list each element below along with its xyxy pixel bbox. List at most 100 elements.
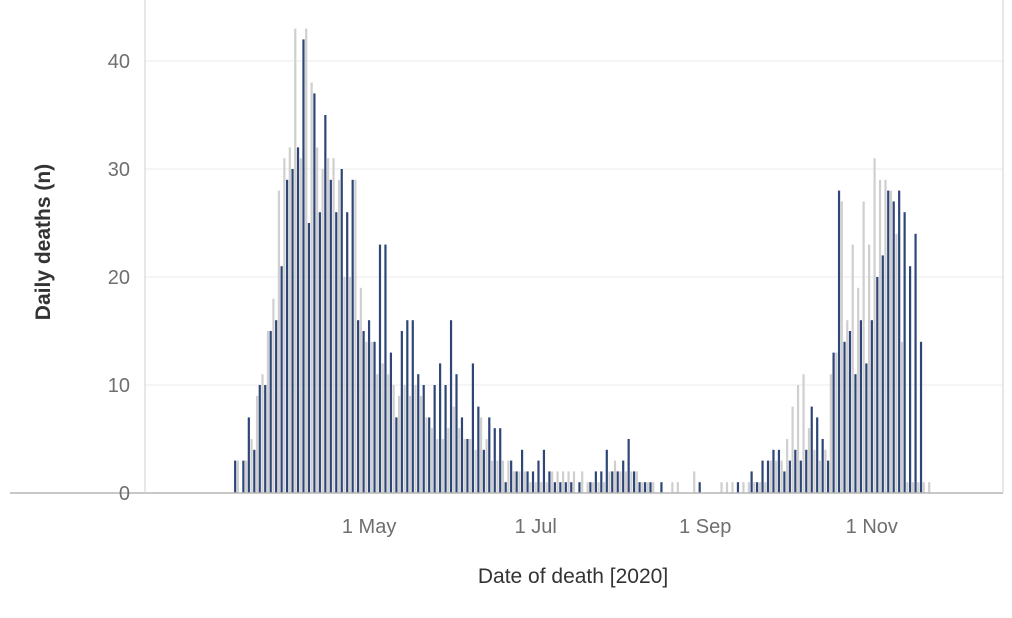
bar-dark-2020-10-06 [799, 460, 802, 493]
bar-light-2020-11-18 [917, 482, 920, 493]
bar-dark-2020-09-28 [777, 449, 781, 493]
bar-light-2020-05-30 [447, 428, 450, 493]
bar-dark-2020-11-19 [919, 341, 923, 493]
bar-dark-2020-03-18 [247, 417, 250, 493]
bar-light-2020-09-29 [780, 460, 783, 493]
bar-dark-2020-03-16 [242, 460, 245, 493]
bar-dark-2020-07-27 [605, 449, 608, 493]
bar-light-2020-08-11 [646, 482, 649, 493]
bar-light-2020-09-07 [720, 482, 723, 493]
bar-light-2020-10-15 [824, 449, 827, 493]
bar-light-2020-05-24 [430, 428, 434, 493]
bar-dark-2020-03-13 [234, 460, 237, 493]
bar-dark-2020-09-13 [736, 482, 740, 493]
y-tick-label-30: 30 [108, 159, 130, 181]
bar-dark-2020-04-07 [302, 39, 305, 494]
bar-dark-2020-10-28 [859, 320, 863, 493]
bar-light-2020-09-19 [753, 482, 756, 493]
bar-light-2020-10-27 [857, 287, 860, 493]
bar-light-2020-11-10 [895, 233, 898, 494]
bar-light-2020-03-31 [283, 158, 286, 493]
bar-dark-2020-10-12 [816, 417, 819, 493]
bar-light-2020-06-25 [518, 471, 521, 493]
x-tick-label-1-sep: 1 Sep [679, 516, 731, 538]
x-tick-label-1-nov: 1 Nov [846, 516, 898, 538]
x-tick-label-1-may: 1 May [342, 516, 396, 538]
bar-dark-2020-03-26 [269, 331, 272, 493]
bar-dark-2020-05-05 [378, 244, 382, 493]
bar-dark-2020-09-30 [783, 471, 786, 493]
bar-light-2020-09-25 [769, 460, 772, 493]
bar-light-2020-04-28 [359, 287, 362, 493]
bar-dark-2020-06-06 [466, 439, 469, 493]
bar-dark-2020-11-07 [887, 190, 890, 493]
bar-light-2020-05-20 [419, 395, 423, 493]
bar-dark-2020-05-17 [411, 320, 414, 493]
bar-light-2020-08-20 [671, 482, 674, 493]
bar-dark-2020-03-20 [253, 449, 256, 493]
bar-dark-2020-07-21 [589, 482, 592, 493]
bar-light-2020-11-14 [906, 482, 909, 493]
y-tick-label-0: 0 [119, 483, 130, 505]
bar-light-2020-03-29 [277, 190, 280, 493]
bar-light-2020-06-07 [469, 439, 472, 493]
bar-dark-2020-04-27 [357, 320, 360, 493]
bar-dark-2020-06-02 [455, 374, 458, 493]
bar-light-2020-05-02 [370, 341, 373, 493]
bar-dark-2020-08-10 [643, 482, 647, 493]
bar-dark-2020-04-05 [296, 147, 300, 493]
bar-dark-2020-10-02 [788, 460, 791, 493]
bar-light-2020-05-04 [376, 374, 379, 493]
bar-light-2020-07-09 [556, 471, 559, 493]
bar-dark-2020-06-14 [488, 417, 491, 493]
bar-dark-2020-08-12 [649, 482, 652, 493]
bar-light-2020-06-29 [529, 482, 532, 493]
bar-light-2020-07-24 [597, 482, 600, 493]
bar-light-2020-03-25 [266, 331, 270, 493]
bar-dark-2020-03-30 [280, 266, 283, 493]
bar-light-2020-04-04 [294, 28, 297, 493]
bar-light-2020-07-22 [592, 482, 595, 493]
bar-dark-2020-05-07 [384, 244, 387, 493]
bar-dark-2020-10-10 [810, 406, 813, 493]
bar-light-2020-04-24 [348, 277, 352, 493]
bar-dark-2020-06-22 [510, 460, 513, 493]
bar-light-2020-06-13 [485, 439, 488, 493]
bar-dark-2020-09-24 [766, 460, 770, 493]
bar-light-2020-05-16 [408, 395, 412, 493]
bar-dark-2020-10-20 [837, 190, 841, 493]
bar-light-2020-11-22 [928, 482, 931, 493]
bar-dark-2020-06-26 [520, 449, 524, 493]
bar-dark-2020-07-31 [616, 471, 619, 493]
bar-dark-2020-08-16 [660, 482, 663, 493]
bar-dark-2020-10-18 [832, 352, 835, 493]
bar-light-2020-05-08 [387, 374, 390, 493]
bar-dark-2020-04-17 [329, 179, 332, 494]
bar-dark-2020-07-23 [594, 471, 597, 493]
bar-light-2020-04-16 [326, 158, 330, 493]
bar-dark-2020-03-22 [258, 385, 261, 493]
bar-light-2020-05-06 [381, 363, 384, 493]
bar-light-2020-11-08 [889, 190, 893, 493]
bar-dark-2020-08-04 [627, 439, 630, 493]
bar-dark-2020-04-15 [324, 115, 327, 493]
bar-light-2020-06-05 [463, 439, 466, 493]
bar-light-2020-08-01 [619, 471, 622, 493]
bar-dark-2020-04-13 [318, 212, 321, 493]
bar-light-2020-10-19 [835, 352, 838, 493]
bar-light-2020-04-20 [337, 179, 341, 494]
bar-dark-2020-10-26 [854, 374, 857, 493]
bar-light-2020-09-21 [758, 482, 761, 493]
bar-light-2020-11-02 [873, 158, 876, 493]
bar-light-2020-08-05 [630, 471, 633, 493]
bar-dark-2020-11-15 [909, 266, 912, 493]
bar-dark-2020-06-16 [493, 428, 496, 493]
bar-light-2020-03-17 [245, 460, 248, 493]
bar-light-2020-09-17 [747, 482, 750, 493]
bar-dark-2020-05-25 [433, 385, 436, 493]
bar-light-2020-07-03 [540, 482, 543, 493]
bar-dark-2020-05-01 [367, 320, 371, 493]
bar-light-2020-11-20 [922, 482, 925, 493]
bar-dark-2020-04-01 [285, 179, 289, 494]
